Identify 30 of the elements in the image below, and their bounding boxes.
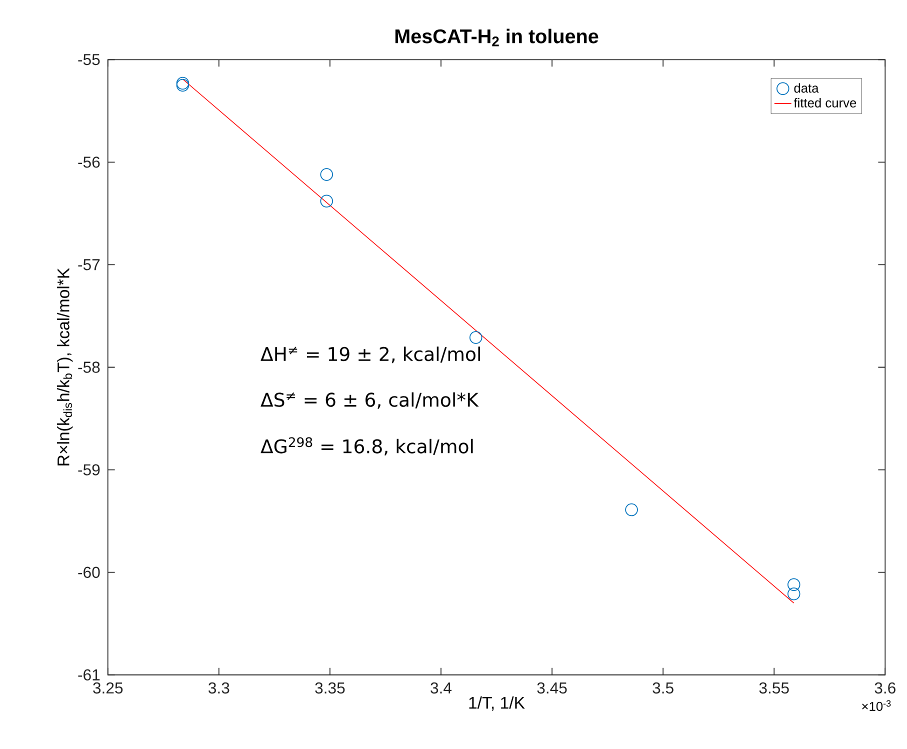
- chart-title: MesCAT-H$_{2}$ in toluene: [395, 28, 598, 46]
- x-tick-label: 3.35: [315, 682, 345, 694]
- x-tick-label: 3.5: [652, 682, 674, 694]
- point: [320, 168, 334, 181]
- x-axis-title: 1/T, 1/K: [469, 696, 525, 711]
- legend-label: data: [794, 83, 819, 92]
- y-tick-label: -59: [78, 464, 100, 476]
- text: ×10$^{-3}$: [862, 700, 891, 711]
- y-tick-label: -55: [78, 54, 100, 65]
- x-tick-label: 3.45: [537, 682, 567, 694]
- y-tick-label: -56: [78, 156, 100, 168]
- x-tick-label: 3.3: [208, 682, 230, 694]
- legend-label: fitted curve: [794, 98, 856, 108]
- point: [469, 330, 482, 344]
- y-tick-label: -58: [78, 361, 100, 373]
- point: [787, 578, 800, 591]
- x-tick-label: 3.25: [93, 682, 123, 694]
- y-tick-label: -57: [78, 258, 100, 270]
- point: [787, 587, 800, 600]
- y-tick-label: -60: [78, 566, 100, 578]
- x-tick-label: 3.55: [759, 682, 789, 694]
- x-tick-label: 3.4: [430, 682, 452, 694]
- annotation: ΔH$^{≠}$ = 19 ± 2, kcal/mol: [260, 346, 480, 363]
- point: [320, 194, 334, 208]
- annotation: ΔS$^{≠}$ = 6 ± 6, cal/mol*K: [260, 392, 479, 409]
- x-tick-label: 3.6: [874, 682, 896, 694]
- annotation: ΔG$^{298}$ = 16.8, kcal/mol: [260, 436, 473, 456]
- point: [625, 503, 638, 516]
- y-axis-title: R×ln(k$_{dis}$h/k$_{b}$T), kcal/mol*K: [57, 268, 73, 466]
- y-tick-label: -61: [78, 669, 100, 680]
